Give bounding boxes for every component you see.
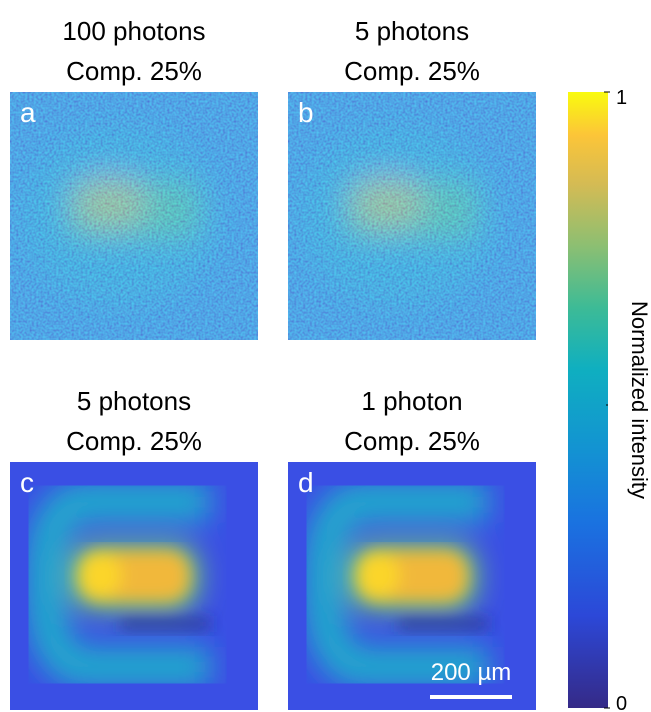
scale-bar-label: 200 µm	[431, 659, 512, 686]
panel-image	[288, 92, 536, 340]
panel-title: 100 photons	[62, 16, 205, 46]
panel-title: Comp. 25%	[66, 56, 202, 86]
colorbar-label: Normalized intensity	[627, 301, 651, 499]
panel-title: Comp. 25%	[344, 56, 480, 86]
panel-title: Comp. 25%	[66, 426, 202, 456]
panel-label: a	[20, 97, 36, 128]
panel-label: b	[298, 97, 314, 128]
panel-label: d	[298, 467, 314, 498]
figure: a 100 photons Comp. 25% b 5 photons Comp. 25%…	[0, 0, 651, 712]
colorbar-tick-label: 1	[616, 87, 627, 109]
image	[288, 92, 536, 340]
panel-title: Comp. 25%	[344, 426, 480, 456]
panel-label: c	[20, 467, 34, 498]
panel-image	[10, 92, 258, 340]
image	[10, 92, 258, 340]
panel-title: 5 photons	[77, 386, 191, 416]
panels: a 100 photons Comp. 25% b 5 photons Comp. 25%…	[10, 16, 536, 710]
panel-image	[10, 462, 258, 710]
colorbar	[568, 92, 608, 708]
colorbar-tick-label: 0	[616, 693, 627, 712]
panel-title: 5 photons	[355, 16, 469, 46]
image	[10, 462, 258, 710]
panel-title: 1 photon	[361, 386, 462, 416]
